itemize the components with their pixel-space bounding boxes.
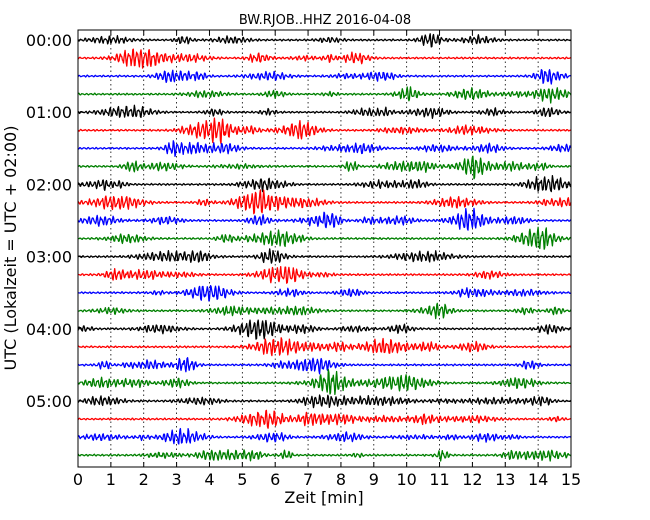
x-tick-label: 10 xyxy=(396,470,416,489)
trace-0245 xyxy=(77,226,572,250)
trace-0115 xyxy=(77,117,572,145)
trace-0145 xyxy=(77,155,572,180)
trace-0200 xyxy=(77,174,572,193)
trace-group xyxy=(77,33,572,462)
x-tick-label: 12 xyxy=(462,470,482,489)
y-axis-label: UTC (Lokalzeit = UTC + 02:00) xyxy=(1,126,20,371)
trace-0015 xyxy=(77,48,572,69)
plot-frame xyxy=(77,29,572,468)
trace-0430 xyxy=(77,357,572,375)
trace-0045 xyxy=(77,86,572,104)
trace-0330 xyxy=(77,285,572,302)
y-tick-label: 03:00 xyxy=(26,248,72,267)
x-axis-label: Zeit [min] xyxy=(284,488,363,507)
x-tick-label: 4 xyxy=(204,470,214,489)
x-tick-label: 11 xyxy=(429,470,449,489)
trace-0000 xyxy=(77,33,572,48)
y-tick-label: 04:00 xyxy=(26,320,72,339)
y-axis-tick-labels: 00:00 01:00 02:00 03:00 04:00 05:00 xyxy=(26,31,72,411)
trace-0530 xyxy=(77,427,572,445)
x-tick-label: 2 xyxy=(139,470,149,489)
y-tick-label: 02:00 xyxy=(26,175,72,194)
axis-ticks xyxy=(77,30,572,467)
x-tick-label: 5 xyxy=(237,470,247,489)
trace-0230 xyxy=(77,207,572,231)
trace-0515 xyxy=(77,409,572,429)
x-tick-label: 6 xyxy=(270,470,280,489)
y-tick-label: 05:00 xyxy=(26,392,72,411)
trace-0315 xyxy=(77,265,572,284)
trace-0400 xyxy=(77,319,572,340)
x-tick-label: 15 xyxy=(561,470,581,489)
x-tick-label: 7 xyxy=(303,470,313,489)
y-tick-label: 00:00 xyxy=(26,31,72,50)
trace-0130 xyxy=(77,140,572,157)
trace-0100 xyxy=(77,104,572,119)
x-tick-label: 13 xyxy=(495,470,515,489)
trace-0030 xyxy=(77,69,572,85)
chart-title: BW.RJOB..HHZ 2016-04-08 xyxy=(239,13,411,28)
x-tick-label: 3 xyxy=(172,470,182,489)
trace-0300 xyxy=(77,248,572,264)
trace-0500 xyxy=(77,394,572,409)
trace-0445 xyxy=(77,368,572,396)
x-tick-label: 1 xyxy=(106,470,116,489)
x-tick-label: 14 xyxy=(528,470,548,489)
grid-lines xyxy=(110,30,539,467)
trace-0215 xyxy=(77,189,572,215)
trace-0345 xyxy=(77,302,572,320)
x-tick-label: 8 xyxy=(336,470,346,489)
trace-0415 xyxy=(77,337,572,357)
x-tick-label: 0 xyxy=(73,470,83,489)
trace-0545 xyxy=(77,449,572,462)
y-tick-label: 01:00 xyxy=(26,103,72,122)
x-axis-tick-labels: 0 1 2 3 4 5 6 7 8 9 10 11 12 13 14 15 xyxy=(73,470,581,489)
x-tick-label: 9 xyxy=(369,470,379,489)
